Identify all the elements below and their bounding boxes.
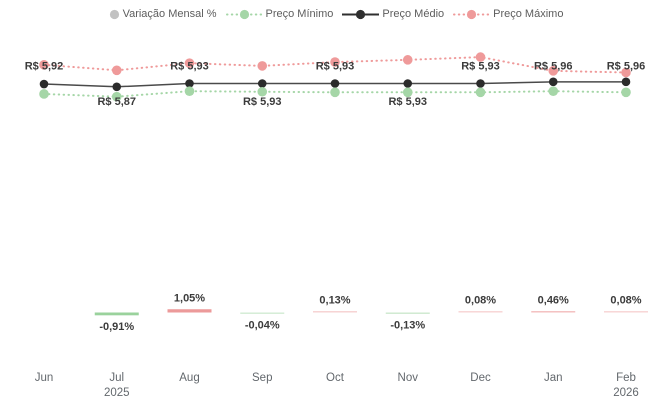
point-preco-medio-jul[interactable] [112,82,122,92]
variation-bar-aug[interactable] [167,309,212,313]
avg-price-label-jun: R$ 5,92 [25,61,64,73]
legend-item-label: Preço Mínimo [265,8,334,20]
chart-legend: Variação Mensal % Preço Mínimo Preço Méd… [0,5,672,23]
legend-item-variacao-mensal[interactable]: Variação Mensal % [109,5,217,23]
variation-bar-sep[interactable] [240,312,285,314]
legend-dot-icon [109,9,120,20]
series-preco-maximo [39,52,631,78]
variation-bar-jan[interactable] [531,311,576,313]
x-axis-label-sep: Sep [252,372,272,384]
avg-price-label-sep: R$ 5,93 [243,96,282,108]
series-preco-medio [39,77,631,92]
variation-label-sep: -0,04% [245,319,280,331]
point-preco-maximo-feb[interactable] [621,67,631,78]
legend-item-label: Preço Máximo [493,8,564,20]
point-preco-medio-dec[interactable] [476,79,485,88]
point-preco-minimo-aug[interactable] [184,86,195,96]
point-preco-maximo-oct[interactable] [330,57,340,67]
variation-bar-feb[interactable] [604,311,648,313]
point-preco-minimo-jul[interactable] [111,91,122,102]
legend-item-preco-maximo[interactable]: Preço Máximo [453,5,563,23]
x-axis-label-jan: Jan [544,372,563,384]
variation-bar-jul[interactable] [94,312,139,316]
point-preco-maximo-jul[interactable] [111,65,122,76]
avg-price-label-aug: R$ 5,93 [170,61,209,73]
point-preco-minimo-feb[interactable] [621,87,631,98]
variation-bar-oct[interactable] [313,311,357,313]
variation-label-nov: -0,13% [390,319,425,331]
x-axis-year-label-2026: 2026 [613,387,639,399]
point-preco-minimo-oct[interactable] [330,87,340,98]
avg-price-label-jul: R$ 5,87 [97,96,136,108]
avg-price-label-nov: R$ 5,93 [388,96,427,108]
point-preco-maximo-aug[interactable] [184,58,195,68]
point-preco-medio-sep[interactable] [257,79,267,88]
series-variacao-mensal: -0,91% 1,05% -0,04% 0,13% -0,13% 0,08% 0,46% 0,… [94,293,648,333]
legend-dotted-line-icon [225,9,263,20]
variation-label-feb: 0,08% [610,295,641,307]
legend-dotted-line-icon [453,9,491,20]
point-preco-maximo-sep[interactable] [257,61,268,71]
point-preco-maximo-jun[interactable] [39,60,49,70]
variation-bar-nov[interactable] [385,312,430,314]
point-preco-minimo-jan[interactable] [548,86,559,96]
point-preco-minimo-jun[interactable] [39,89,49,99]
legend-item-preco-minimo[interactable]: Preço Mínimo [225,5,334,23]
point-preco-maximo-dec[interactable] [475,52,486,62]
point-preco-medio-jun[interactable] [39,79,49,89]
x-axis-label-nov: Nov [398,372,419,384]
variation-label-aug: 1,05% [174,293,205,305]
x-axis-label-oct: Oct [326,372,345,384]
x-axis-label-aug: Aug [179,372,199,384]
variation-label-oct: 0,13% [319,295,350,307]
legend-solid-line-icon [342,9,380,20]
point-preco-minimo-nov[interactable] [402,87,413,98]
x-axis-label-dec: Dec [470,372,491,384]
variation-label-jul: -0,91% [99,321,134,333]
series-preco-minimo [39,86,631,102]
x-axis-label-feb: Feb [616,372,636,384]
point-preco-minimo-dec[interactable] [475,87,486,98]
point-preco-medio-jan[interactable] [548,77,558,87]
variation-label-jan: 0,46% [538,295,569,307]
avg-price-label-oct: R$ 5,93 [316,61,355,73]
point-preco-maximo-jan[interactable] [548,66,559,76]
point-preco-medio-oct[interactable] [330,79,340,88]
variation-bar-dec[interactable] [458,311,503,313]
legend-item-label: Preço Médio [382,8,445,20]
variation-label-dec: 0,08% [465,295,496,307]
avg-price-label-jan: R$ 5,96 [534,61,573,73]
x-axis: Jun Jul 2025 Aug Sep Oct Nov Dec Jan Feb 2026 [35,372,639,399]
point-preco-minimo-sep[interactable] [257,86,268,97]
avg-price-label-feb: R$ 5,96 [607,61,646,73]
point-preco-medio-feb[interactable] [621,77,631,87]
avg-price-labels: R$ 5,92 R$ 5,87 R$ 5,93 R$ 5,93 R$ 5,93 R$ 5,… [25,61,646,109]
x-axis-year-label-2025: 2025 [104,387,130,399]
point-preco-medio-nov[interactable] [403,79,413,88]
legend-item-label: Variação Mensal % [122,8,217,20]
legend-item-preco-medio[interactable]: Preço Médio [342,5,444,23]
x-axis-label-jun: Jun [35,372,54,384]
avg-price-label-dec: R$ 5,93 [461,61,500,73]
x-axis-label-jul: Jul [109,372,124,384]
point-preco-medio-aug[interactable] [185,79,194,88]
point-preco-maximo-nov[interactable] [402,55,413,65]
